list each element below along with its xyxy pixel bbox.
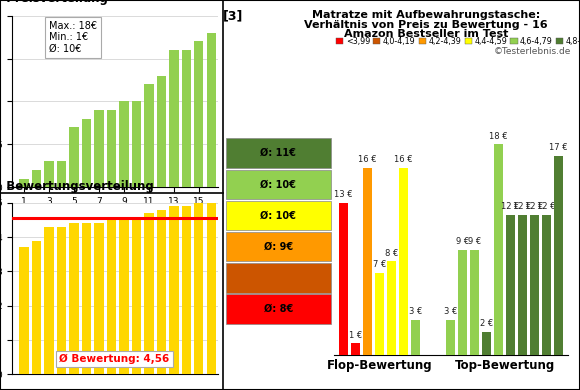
Bar xyxy=(470,250,479,355)
Text: Ø: 9€: Ø: 9€ xyxy=(264,242,293,252)
Text: 18 €: 18 € xyxy=(489,132,508,141)
Bar xyxy=(70,223,79,374)
Bar xyxy=(95,110,104,187)
Bar xyxy=(57,161,66,187)
Text: 12 €: 12 € xyxy=(513,202,532,211)
Bar xyxy=(44,161,54,187)
Bar xyxy=(363,168,372,355)
Text: 2 €: 2 € xyxy=(480,319,493,328)
Bar xyxy=(446,320,455,355)
Bar xyxy=(506,215,515,355)
Bar xyxy=(206,203,216,374)
Bar xyxy=(119,101,129,187)
Bar xyxy=(399,168,408,355)
Text: 1 €: 1 € xyxy=(349,331,362,340)
Bar xyxy=(132,216,141,374)
Text: 8 €: 8 € xyxy=(385,249,398,258)
Bar xyxy=(57,227,66,374)
Text: 12 €: 12 € xyxy=(537,202,556,211)
Bar xyxy=(44,227,54,374)
Bar xyxy=(518,215,527,355)
Bar xyxy=(19,247,29,374)
Bar xyxy=(194,203,204,374)
Bar xyxy=(82,223,91,374)
Bar xyxy=(542,215,551,355)
Bar xyxy=(144,213,154,374)
Bar xyxy=(32,241,41,374)
Text: 12 €: 12 € xyxy=(501,202,520,211)
Text: 17 €: 17 € xyxy=(549,144,568,152)
Bar xyxy=(182,50,191,187)
Bar xyxy=(351,343,360,355)
Bar xyxy=(169,50,179,187)
Bar xyxy=(482,332,491,355)
Bar xyxy=(119,216,129,374)
Text: 3 €: 3 € xyxy=(444,307,457,316)
Text: Amazon Bestseller im Test: Amazon Bestseller im Test xyxy=(344,29,509,39)
Text: 12 €: 12 € xyxy=(525,202,543,211)
Text: 9 €: 9 € xyxy=(456,237,469,246)
Bar xyxy=(530,215,539,355)
Text: Matratze mit Aufbewahrungstasche:: Matratze mit Aufbewahrungstasche: xyxy=(312,10,541,20)
Bar xyxy=(107,110,116,187)
Bar xyxy=(95,223,104,374)
Bar xyxy=(182,206,191,374)
Text: Ø: 11€: Ø: 11€ xyxy=(260,148,296,158)
Bar xyxy=(194,41,204,187)
Bar xyxy=(375,273,384,355)
Bar xyxy=(157,76,166,187)
Bar xyxy=(132,101,141,187)
Text: 16 €: 16 € xyxy=(358,155,377,164)
Text: 13 €: 13 € xyxy=(334,190,353,199)
Text: Max.: 18€
Min.: 1€
Ø: 10€: Max.: 18€ Min.: 1€ Ø: 10€ xyxy=(49,21,97,54)
Bar xyxy=(494,144,503,355)
Text: 9 €: 9 € xyxy=(468,237,481,246)
Text: Ø: 10€: Ø: 10€ xyxy=(260,211,296,220)
Text: Verhältnis von Preis zu Bewertung - 16: Verhältnis von Preis zu Bewertung - 16 xyxy=(304,20,548,30)
Bar xyxy=(32,170,41,187)
Bar xyxy=(206,33,216,187)
Text: Ø Bewertung: 4,56: Ø Bewertung: 4,56 xyxy=(59,354,170,364)
Bar xyxy=(387,261,396,355)
Bar xyxy=(157,210,166,374)
Bar xyxy=(458,250,467,355)
Text: Ø: 8€: Ø: 8€ xyxy=(264,304,293,314)
Bar xyxy=(107,220,116,374)
Text: 16 €: 16 € xyxy=(394,155,413,164)
Text: [3]: [3] xyxy=(223,10,244,23)
Text: [2]   Preisverteilung: [2] Preisverteilung xyxy=(0,0,107,5)
Bar xyxy=(411,320,420,355)
Bar xyxy=(144,84,154,187)
Bar xyxy=(70,127,79,187)
Text: Ø: 10€: Ø: 10€ xyxy=(260,179,296,189)
Legend: <3,99, 4,0-4,19, 4,2-4,39, 4,4-4,59, 4,6-4,79, 4,8-5,0: <3,99, 4,0-4,19, 4,2-4,39, 4,4-4,59, 4,6… xyxy=(335,36,580,47)
Bar xyxy=(339,203,348,355)
Bar xyxy=(169,206,179,374)
Bar xyxy=(554,156,563,355)
Text: [1]   Bewertungsverteilung: [1] Bewertungsverteilung xyxy=(0,179,153,193)
Text: 7 €: 7 € xyxy=(373,261,386,269)
Bar xyxy=(82,119,91,187)
Text: 3 €: 3 € xyxy=(409,307,422,316)
Text: ©Testerlebnis.de: ©Testerlebnis.de xyxy=(494,47,571,56)
Bar xyxy=(19,179,29,187)
